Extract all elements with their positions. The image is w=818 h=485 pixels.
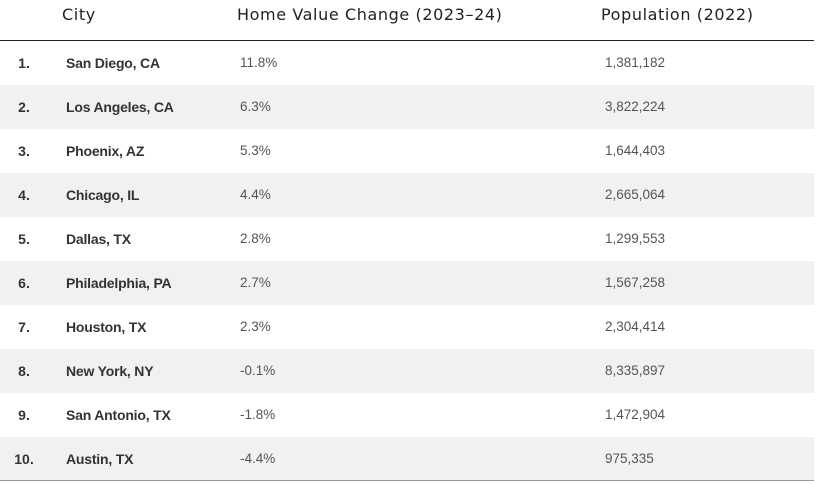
city-cell: Los Angeles, CA [66,99,174,115]
rank-cell: 4. [18,187,30,203]
rank-cell: 3. [18,143,30,159]
home-value-change-cell: 2.3% [240,319,271,334]
rank-cell: 8. [18,363,30,379]
table-row: 3. Phoenix, AZ 5.3% 1,644,403 [0,129,814,173]
population-cell: 3,822,224 [605,99,666,114]
home-value-change-cell: 11.8% [240,55,278,70]
population-cell: 2,304,414 [605,319,666,334]
column-header-city[interactable]: City [62,5,96,24]
population-cell: 975,335 [605,451,654,466]
table-row: 5. Dallas, TX 2.8% 1,299,553 [0,217,814,261]
table-row: 6. Philadelphia, PA 2.7% 1,567,258 [0,261,814,305]
column-header-population[interactable]: Population (2022) [601,5,754,24]
population-cell: 1,472,904 [605,407,666,422]
home-value-change-cell: 5.3% [240,143,271,158]
rank-cell: 5. [18,231,30,247]
rank-cell: 2. [18,99,30,115]
city-cell: San Diego, CA [66,55,160,71]
population-cell: 8,335,897 [605,363,666,378]
city-cell: Philadelphia, PA [66,275,172,291]
table-header-row: City Home Value Change (2023–24) Populat… [0,0,814,41]
population-cell: 1,567,258 [605,275,666,290]
table-row: 7. Houston, TX 2.3% 2,304,414 [0,305,814,349]
population-cell: 1,381,182 [605,55,666,70]
city-cell: Dallas, TX [66,231,131,247]
table-row: 4. Chicago, IL 4.4% 2,665,064 [0,173,814,217]
population-cell: 1,644,403 [605,143,666,158]
rank-cell: 9. [18,407,30,423]
city-cell: Phoenix, AZ [66,143,145,159]
population-cell: 1,299,553 [605,231,666,246]
home-value-change-cell: -0.1% [240,363,276,378]
home-value-change-cell: -4.4% [240,451,276,466]
table-row: 9. San Antonio, TX -1.8% 1,472,904 [0,393,814,437]
home-value-change-cell: 6.3% [240,99,271,114]
city-cell: New York, NY [66,363,154,379]
rank-cell: 1. [18,55,30,71]
rank-cell: 7. [18,319,30,335]
table-row: 8. New York, NY -0.1% 8,335,897 [0,349,814,393]
city-cell: Austin, TX [66,451,134,467]
table-row: 2. Los Angeles, CA 6.3% 3,822,224 [0,85,814,129]
population-cell: 2,665,064 [605,187,666,202]
rank-cell: 6. [18,275,30,291]
city-cell: Houston, TX [66,319,147,335]
home-value-change-cell: 4.4% [240,187,271,202]
table-row: 10. Austin, TX -4.4% 975,335 [0,437,814,481]
city-cell: San Antonio, TX [66,407,171,423]
home-value-change-cell: 2.7% [240,275,271,290]
home-value-change-cell: 2.8% [240,231,271,246]
rank-cell: 10. [14,451,34,467]
table-row: 1. San Diego, CA 11.8% 1,381,182 [0,41,814,85]
home-value-change-cell: -1.8% [240,407,276,422]
column-header-home-value-change[interactable]: Home Value Change (2023–24) [237,5,503,24]
city-cell: Chicago, IL [66,187,140,203]
